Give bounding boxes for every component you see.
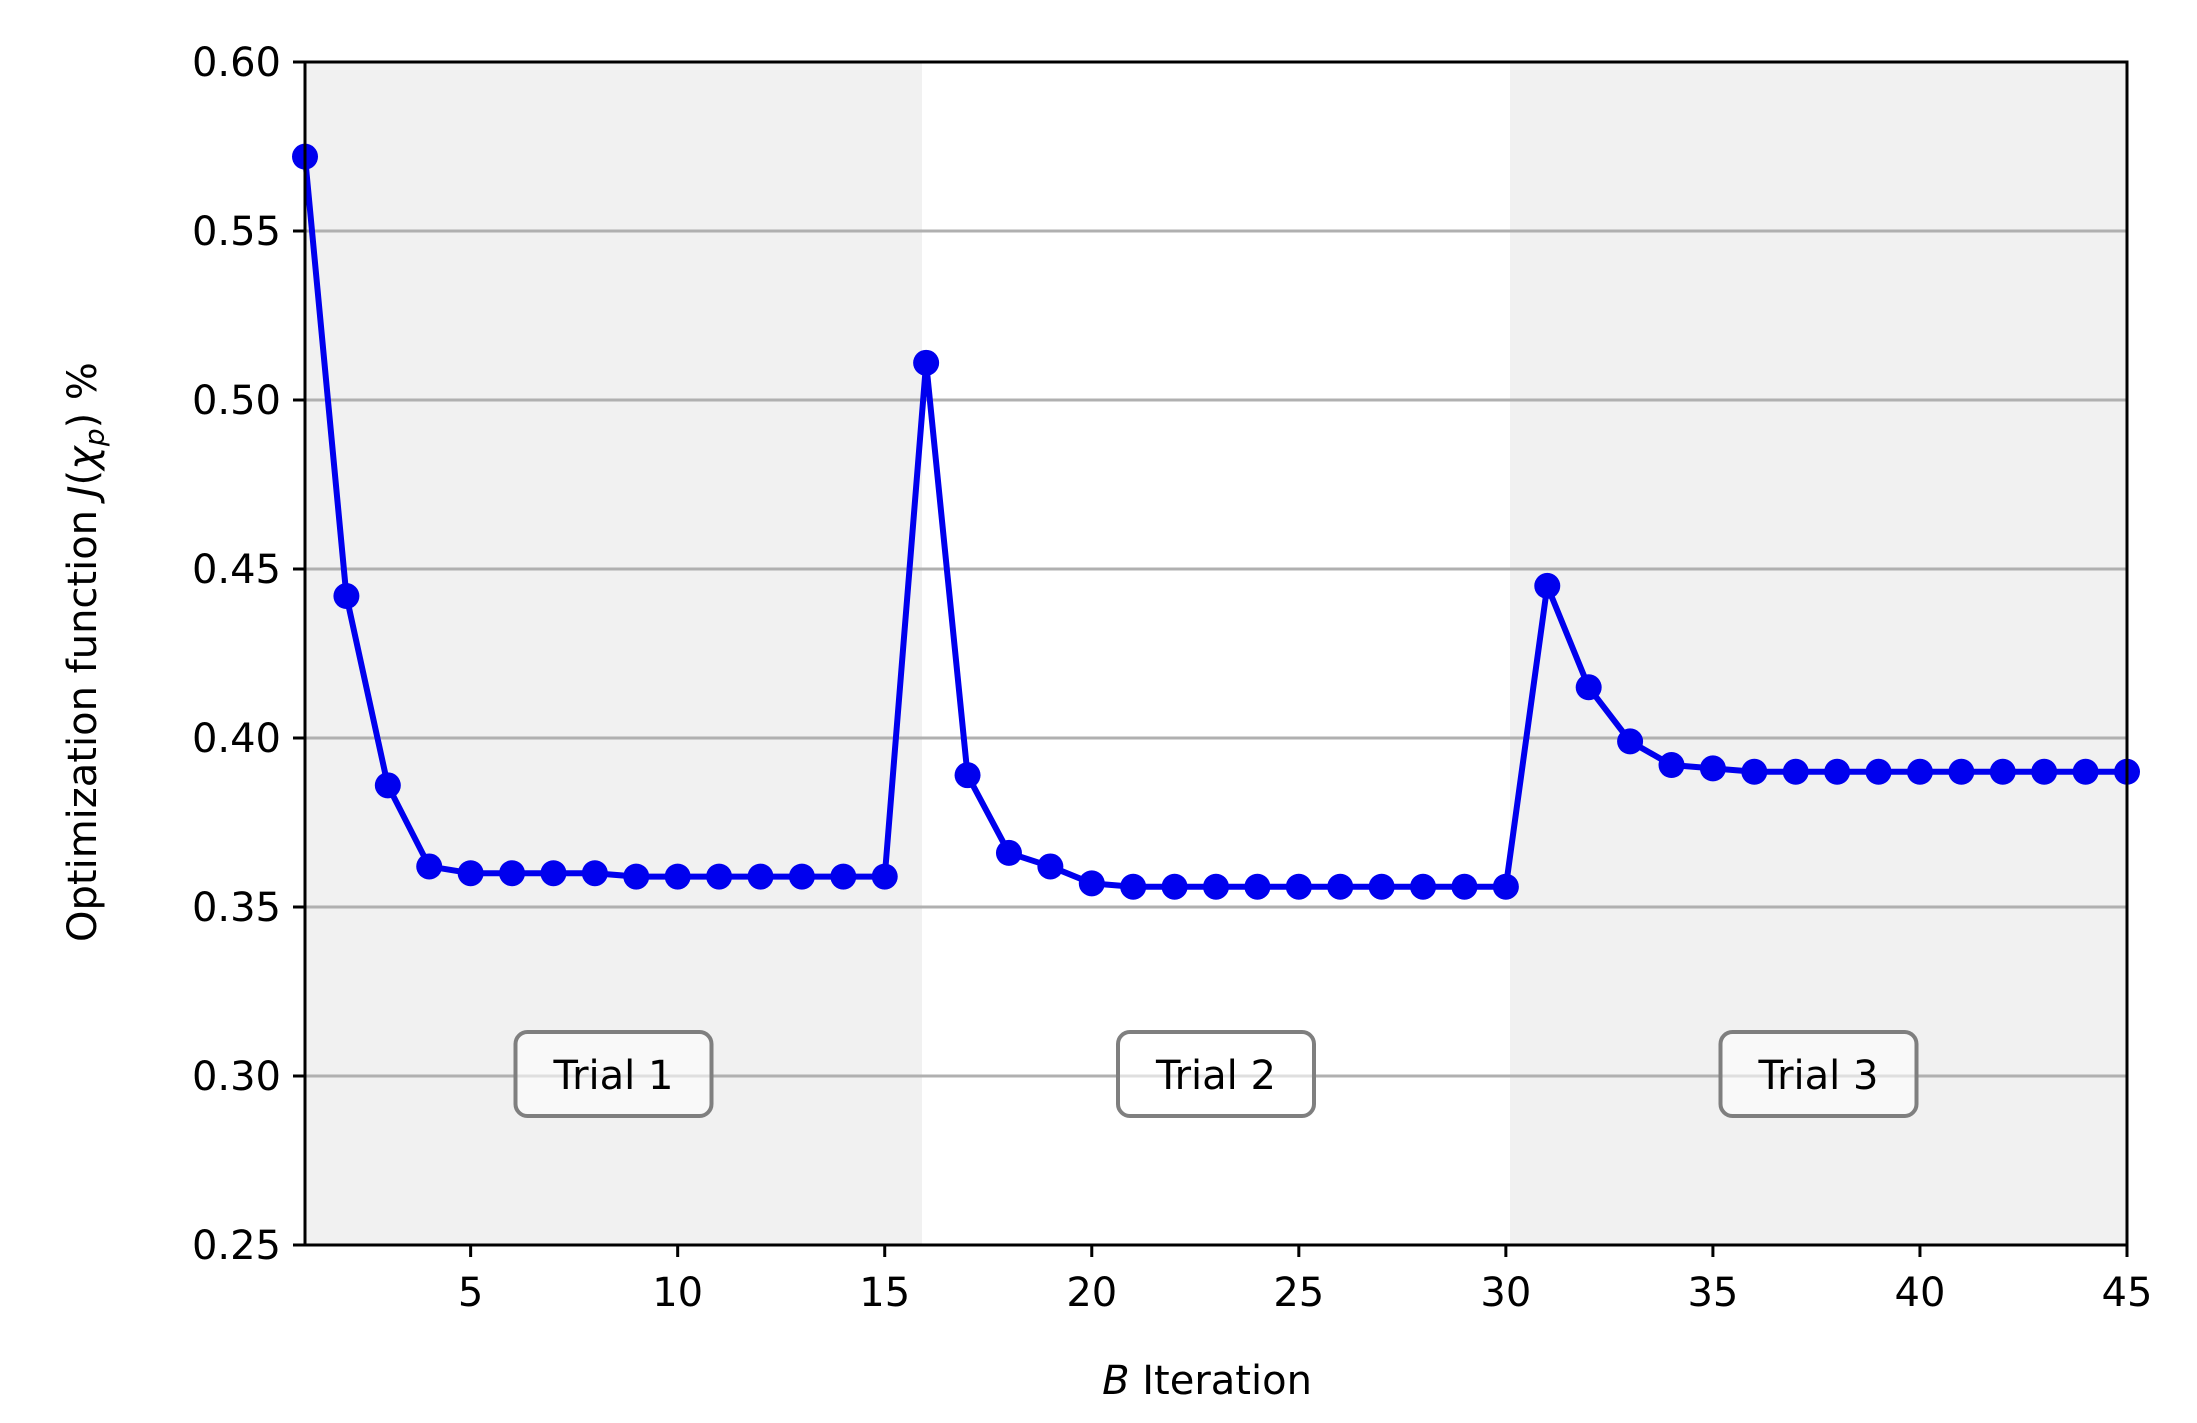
y-tick-label-0.40: 0.40: [192, 716, 281, 762]
data-point-21: [1120, 873, 1147, 900]
trial-shading-bands: [305, 62, 2127, 1245]
data-point-43: [2031, 758, 2058, 785]
x-axis-title-text: Iteration: [1142, 1358, 1312, 1404]
x-tick-label-20: 20: [1066, 1270, 1117, 1316]
data-point-44: [2072, 758, 2099, 785]
data-point-10: [664, 863, 691, 890]
data-point-17: [954, 762, 981, 789]
plot-frame: [303, 60, 2129, 1247]
data-point-32: [1575, 674, 1602, 701]
trial-labels: Trial 1 Trial 2 Trial 3: [513, 1030, 1919, 1118]
x-tick-label-15: 15: [859, 1270, 910, 1316]
y-axis-title-symbol-chi: χ: [60, 445, 106, 472]
data-point-20: [1078, 870, 1105, 897]
x-tick-label-30: 30: [1480, 1270, 1531, 1316]
trial-label-2: Trial 2: [1155, 1053, 1276, 1099]
x-tick-label-10: 10: [652, 1270, 703, 1316]
data-point-36: [1741, 758, 1768, 785]
data-point-25: [1285, 873, 1312, 900]
data-point-18: [995, 839, 1022, 866]
data-point-2: [333, 583, 360, 610]
y-axis-title-unit: %: [60, 362, 106, 400]
x-axis-ticks: 5 10 15 20 25 30 35 40 45: [458, 1245, 2153, 1316]
data-point-26: [1327, 873, 1354, 900]
data-point-6: [499, 860, 526, 887]
y-axis-title-symbol-sub: p: [78, 428, 111, 447]
y-tick-label-0.50: 0.50: [192, 378, 281, 424]
y-tick-label-0.60: 0.60: [192, 40, 281, 86]
y-tick-label-0.55: 0.55: [192, 209, 281, 255]
x-axis-title-var: B: [1102, 1358, 1129, 1404]
data-point-3: [374, 772, 401, 799]
data-point-28: [1410, 873, 1437, 900]
data-point-13: [788, 863, 815, 890]
x-tick-label-35: 35: [1687, 1270, 1738, 1316]
data-point-37: [1782, 758, 1809, 785]
data-point-22: [1161, 873, 1188, 900]
trial-label-3: Trial 3: [1758, 1053, 1879, 1099]
x-tick-label-5: 5: [458, 1270, 483, 1316]
y-axis-title-text: Optimization function: [60, 510, 106, 942]
trial-label-box-1: [513, 1030, 714, 1118]
trial-label-box-3: [1718, 1030, 1919, 1118]
data-point-5: [457, 860, 484, 887]
data-point-42: [1989, 758, 2016, 785]
y-tick-label-0.35: 0.35: [192, 885, 281, 931]
y-axis-title: Optimization function J(χp) %: [60, 362, 111, 942]
data-point-11: [706, 863, 733, 890]
data-point-4: [416, 853, 443, 880]
trial-label-1: Trial 1: [553, 1053, 674, 1099]
y-tick-label-0.25: 0.25: [192, 1223, 281, 1269]
data-point-9: [623, 863, 650, 890]
x-tick-label-45: 45: [2102, 1270, 2153, 1316]
data-point-40: [1906, 758, 1933, 785]
data-point-39: [1865, 758, 1892, 785]
y-tick-label-0.30: 0.30: [192, 1054, 281, 1100]
data-point-35: [1699, 755, 1726, 782]
data-point-30: [1492, 873, 1519, 900]
x-tick-label-25: 25: [1273, 1270, 1324, 1316]
trial-label-box-2: [1116, 1030, 1316, 1118]
data-point-27: [1368, 873, 1395, 900]
data-point-41: [1948, 758, 1975, 785]
data-point-16: [913, 349, 940, 376]
y-axis-ticks: 0.25 0.30 0.35 0.40 0.45 0.50 0.55 0.60: [192, 40, 305, 1269]
data-point-12: [747, 863, 774, 890]
series-points: [292, 143, 2140, 900]
data-point-23: [1203, 873, 1229, 900]
axes: [303, 60, 2129, 1247]
data-point-31: [1534, 572, 1561, 599]
data-point-14: [830, 863, 857, 890]
data-point-19: [1037, 853, 1064, 880]
data-point-38: [1824, 758, 1851, 785]
data-point-33: [1617, 728, 1644, 755]
data-point-34: [1658, 752, 1685, 779]
x-axis-title: B Iteration: [1102, 1358, 1312, 1404]
data-point-29: [1451, 873, 1478, 900]
data-point-7: [540, 860, 567, 887]
data-point-24: [1244, 873, 1271, 900]
x-tick-label-40: 40: [1895, 1270, 1946, 1316]
y-tick-label-0.45: 0.45: [192, 547, 281, 593]
data-point-8: [581, 860, 608, 887]
data-point-15: [871, 863, 898, 890]
